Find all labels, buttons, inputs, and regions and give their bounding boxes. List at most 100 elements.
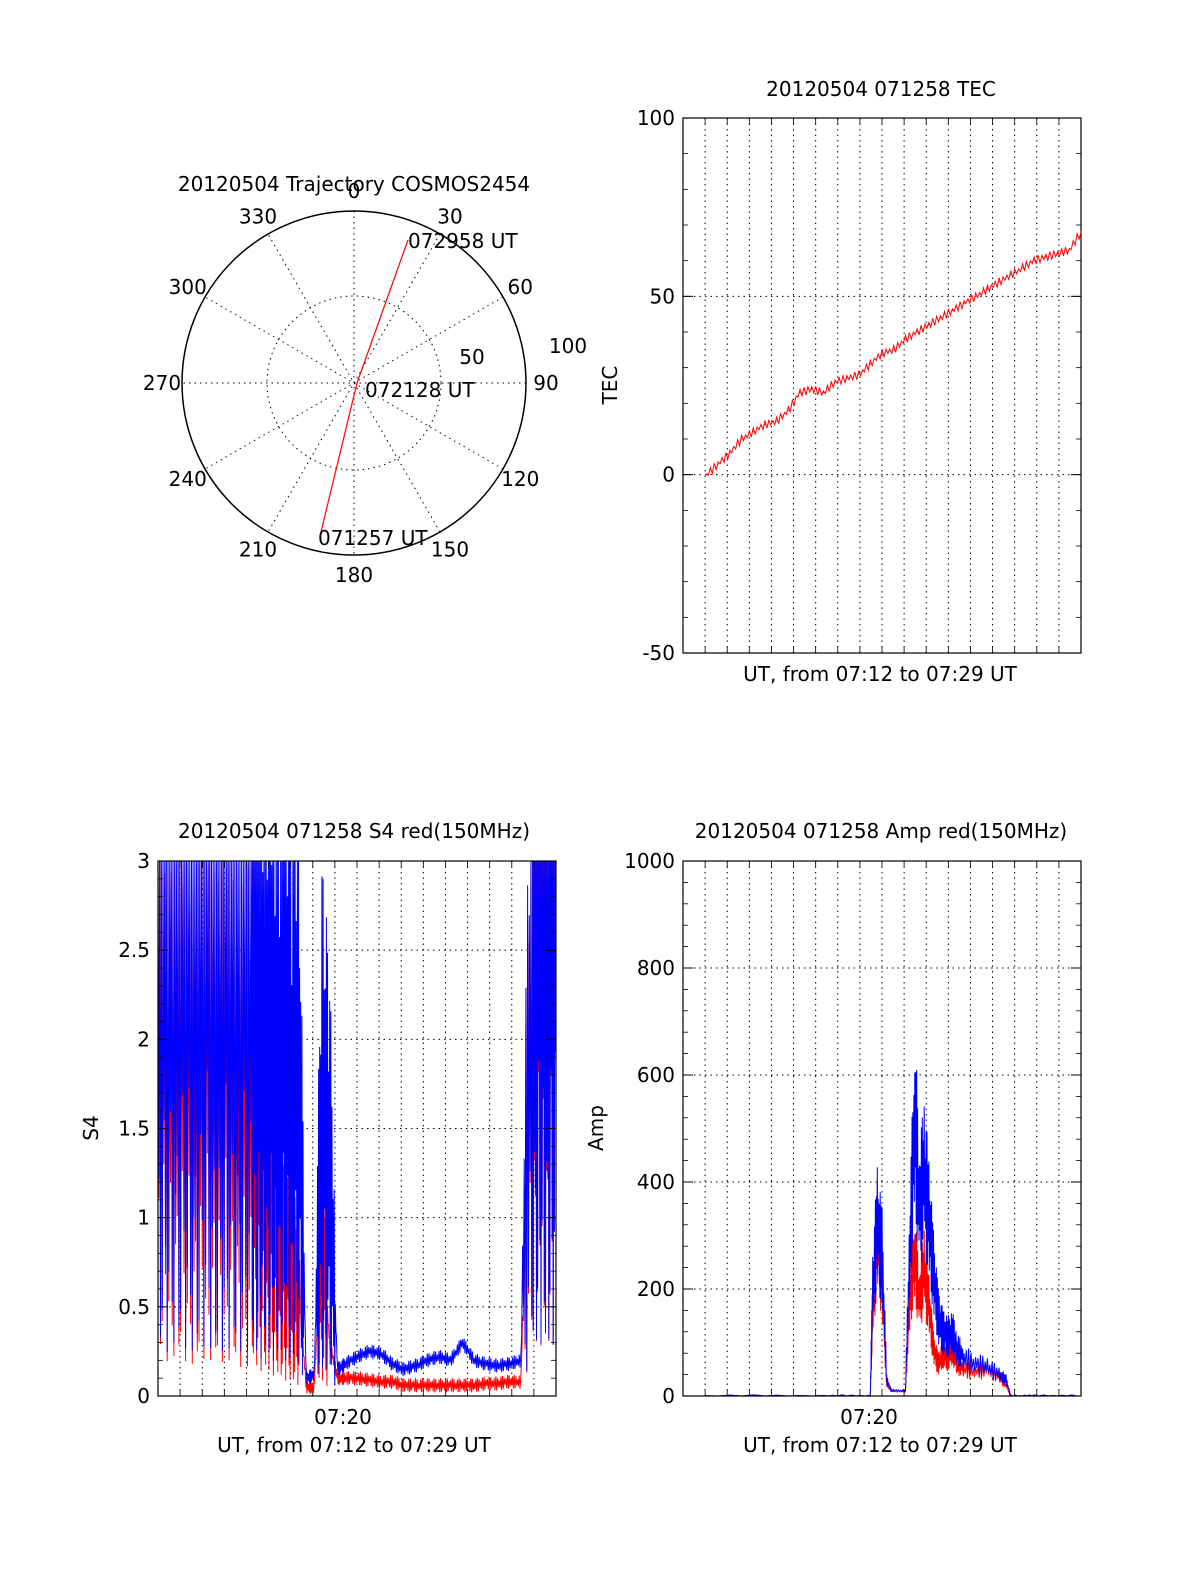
tec-point-red (705, 474, 708, 476)
tec-point-red (764, 424, 766, 426)
amp-point-blue (923, 1170, 925, 1172)
s4-series-blue (157, 860, 557, 1386)
s4-point-blue (496, 1365, 499, 1367)
tec-x-label: UT, from 07:12 to 07:29 UT (743, 662, 1018, 686)
amp-point-blue (963, 1357, 965, 1360)
polar-angle-label: 330 (239, 205, 277, 229)
s4-y-label: S4 (79, 1115, 103, 1140)
s4-point-blue (180, 896, 183, 898)
tec-point-red (799, 392, 801, 394)
tec-point-red (893, 349, 895, 351)
tec-point-red (858, 374, 860, 376)
amp-point-blue (886, 1379, 888, 1381)
s4-point-red (450, 1384, 452, 1386)
s4-point-blue (239, 985, 241, 987)
s4-point-blue (329, 1163, 331, 1165)
s4-point-blue (227, 949, 229, 951)
tec-title: 20120504 071258 TEC (766, 77, 996, 101)
y-tick-label: 0 (662, 463, 675, 487)
tec-point-red (881, 352, 883, 354)
amp-series-blue (706, 1069, 1081, 1397)
polar-title: 20120504 Trajectory COSMOS2454 (178, 172, 530, 196)
y-tick-label: -50 (642, 641, 675, 665)
s4-point-blue (344, 1363, 346, 1365)
amp-point-red (904, 1391, 906, 1393)
s4-point-blue (450, 1359, 452, 1361)
polar-angle-label: 60 (508, 275, 533, 299)
polar-spoke (267, 233, 441, 533)
tec-point-red (939, 317, 942, 319)
s4-point-blue (169, 967, 171, 969)
y-tick-label: 0.5 (118, 1295, 150, 1319)
tec-point-red (963, 302, 965, 305)
polar-angle-label: 270 (143, 371, 181, 395)
amp-point-red (963, 1368, 965, 1370)
s4-point-red (508, 1381, 510, 1383)
s4-point-red (344, 1377, 346, 1379)
polar-angle-label: 210 (239, 537, 277, 561)
y-tick-label: 600 (637, 1063, 675, 1087)
s4-point-blue (274, 1056, 276, 1058)
amp-point-blue (914, 1117, 916, 1119)
amp-point-red (956, 1363, 958, 1365)
tec-series-red (706, 231, 1082, 477)
s4-point-red (414, 1384, 417, 1386)
s4-point-red (368, 1379, 370, 1381)
s4-point-blue (297, 1056, 300, 1058)
amp-point-blue (872, 1288, 874, 1290)
polar-angle-label: 180 (335, 563, 373, 587)
s4-point-red (473, 1384, 475, 1386)
tec-frame (682, 117, 1082, 654)
s4-point-blue (258, 1038, 261, 1040)
s4-point-blue (485, 1363, 487, 1365)
y-tick-label: 0 (137, 1384, 150, 1408)
polar-angle-label: 30 (437, 205, 462, 229)
s4-point-blue (379, 1352, 381, 1354)
tec-point-red (916, 331, 918, 333)
s4-point-blue (473, 1359, 475, 1361)
s4-point-blue (532, 931, 534, 933)
s4-point-blue (426, 1359, 428, 1361)
s4-point-red (426, 1384, 428, 1386)
s4-x-tick-0720: 07:20 (314, 1405, 372, 1429)
amp-point-blue (986, 1365, 989, 1368)
amp-point-blue (928, 1218, 930, 1221)
s4-point-blue (438, 1356, 440, 1358)
tec-point-red (822, 392, 825, 394)
tec-chart: 20120504 071258 TEC 100 50 0 -50 TEC UT, fr… (598, 77, 1082, 686)
y-tick-label: 1.5 (118, 1117, 150, 1141)
polar-inner-circle (266, 295, 442, 471)
tec-point-red (869, 363, 871, 365)
y-tick-label: 2.5 (118, 938, 150, 962)
amp-x-label: UT, from 07:12 to 07:29 UT (743, 1433, 1018, 1457)
y-tick-label: 2 (137, 1027, 150, 1051)
polar-angle-label: 120 (501, 467, 539, 491)
s4-point-blue (539, 878, 542, 880)
amp-point-blue (956, 1347, 958, 1349)
polar-angle-label: 240 (169, 467, 207, 491)
s4-point-blue (290, 1074, 292, 1076)
tec-point-red (975, 295, 977, 297)
amp-point-red (937, 1363, 939, 1365)
amp-point-red (932, 1347, 935, 1349)
s4-chart: 20120504 071258 S4 red(150MHz) 3 2.5 2 1.5 1… (79, 819, 557, 1457)
y-tick-label: 0 (662, 1384, 675, 1408)
y-tick-label: 400 (637, 1170, 675, 1194)
y-tick-label: 1000 (624, 849, 675, 873)
amp-point-blue (890, 1390, 892, 1392)
s4-point-blue (336, 1368, 339, 1370)
s4-series-red (157, 860, 557, 1395)
amp-x-tick-0720: 07:20 (840, 1405, 898, 1429)
tec-point-red (1021, 267, 1024, 269)
y-tick-label: 3 (137, 849, 150, 873)
tec-point-red (834, 381, 836, 383)
s4-point-red (336, 1377, 339, 1379)
s4-point-red (496, 1382, 499, 1385)
polar-radial-label-100: 100 (549, 334, 587, 358)
amp-point-blue (876, 1224, 878, 1226)
s4-point-blue (204, 913, 206, 916)
amp-point-blue (998, 1374, 1000, 1376)
y-tick-label: 100 (637, 106, 675, 130)
tec-point-red (1057, 252, 1059, 255)
amp-point-red (946, 1357, 949, 1360)
